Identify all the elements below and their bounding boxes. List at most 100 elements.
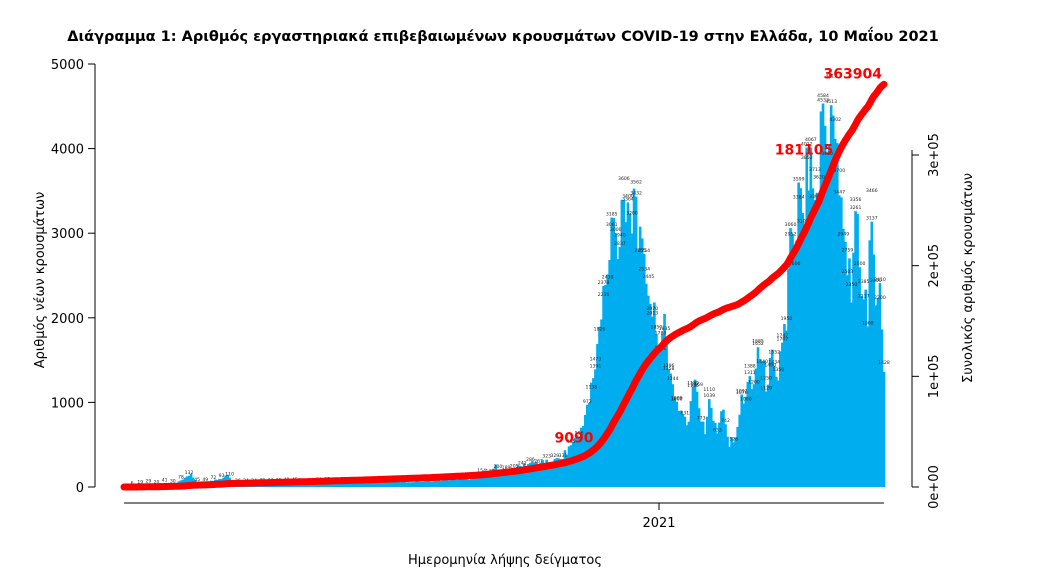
bar [742,403,746,487]
bar [549,464,553,487]
bar [185,476,189,487]
bar-data-label: 3061 [606,222,618,228]
bar [612,218,616,488]
bar [878,283,882,487]
bar-data-label: 1138 [586,385,598,391]
bar [443,479,447,487]
bar [823,125,827,488]
bar [482,474,485,487]
bar [531,461,534,487]
bar [356,482,360,487]
bar-data-label: 831 [680,411,689,417]
bar [695,391,699,487]
bar [586,404,589,487]
bar [655,334,658,487]
bar [411,482,414,487]
y-tick-label: 3000 [51,227,84,242]
bar [340,482,343,487]
bar [724,424,727,487]
bar [419,481,422,487]
bar-data-label: 2410 [874,277,886,283]
bar [559,459,563,487]
bar-data-label: 1311 [744,370,756,376]
bar [614,233,618,487]
bar [746,382,750,487]
bar [561,458,565,487]
bar-data-label: 1039 [703,393,715,399]
bar [297,483,301,487]
bar [508,471,512,487]
bar [571,441,575,487]
bar [872,254,876,487]
bar [529,462,532,487]
bar [811,188,815,487]
bar [307,484,311,487]
bar-data-label: 1652 [752,341,764,347]
bar [352,482,355,487]
bar [425,481,429,487]
bar [541,460,544,487]
bar-data-label: 2378 [598,280,610,286]
bar-data-label: 1093 [736,389,748,395]
bar [315,483,319,487]
bar-data-label: 1000 [671,396,683,402]
bar [394,481,398,487]
bar [722,409,725,487]
bar [397,481,400,487]
bar-data-label: 3384 [793,195,805,201]
bar [850,302,853,487]
bar-data-label: 110 [225,472,234,478]
bar [858,267,861,487]
bar [795,240,798,487]
bar [496,470,500,487]
bar [764,391,768,487]
bar [551,463,555,487]
bar [864,289,868,487]
bar [437,479,441,487]
bar [632,188,636,488]
bar [415,481,418,487]
bar [342,482,345,487]
bar-data-label: 3562 [630,180,642,186]
bar [750,389,754,487]
y-axis-label: Αριθμός νέων κρουσμάτων [33,192,48,369]
bar [620,199,624,487]
y2-tick-label: 3e+05 [927,133,942,177]
bar [520,466,524,487]
annotations-layer: 9090 181105 363904 [554,66,882,446]
bar [697,408,701,487]
bar [653,302,656,487]
bar-data-label: 2754 [638,248,650,254]
bar [646,295,650,487]
bar-data-label: 20 [154,479,160,485]
bar [718,422,721,487]
bar [803,224,807,488]
bar [797,182,800,487]
bar-data-label: 3620 [813,175,825,181]
bar [634,196,638,487]
bar [880,329,884,487]
bar [683,416,687,487]
bar [807,190,811,488]
bar [590,382,593,487]
bar-data-label: 3700 [833,168,845,174]
bar [844,241,847,487]
bar-data-label: 1350 [772,367,784,373]
bar [319,482,323,487]
bar [598,326,601,487]
bar [464,479,467,487]
x-axis-label: Ημερομηνία λήψης δείγματος [408,553,602,568]
bar [860,296,863,487]
bars-layer [124,103,886,488]
bar [608,260,611,487]
bar [716,433,719,487]
bar [362,482,366,487]
bar [762,360,766,487]
bar [553,459,557,487]
bar-data-label: 1400 [764,363,776,369]
y-tick-label: 1000 [51,396,84,411]
bar [504,471,508,487]
bar [734,437,737,487]
bar-data-label: 4067 [805,137,817,143]
bar [693,379,697,487]
